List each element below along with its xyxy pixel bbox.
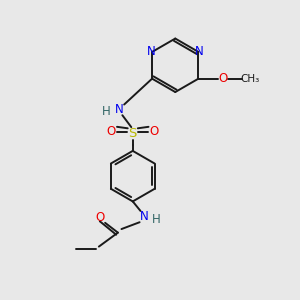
Text: O: O (95, 211, 105, 224)
Text: O: O (107, 125, 116, 138)
Text: O: O (218, 72, 228, 85)
Text: N: N (140, 210, 148, 223)
Text: N: N (114, 103, 123, 116)
Text: O: O (149, 125, 159, 138)
Text: N: N (195, 45, 203, 58)
Text: S: S (129, 127, 137, 140)
Text: H: H (102, 105, 111, 118)
Text: N: N (147, 45, 156, 58)
Text: H: H (152, 213, 161, 226)
Text: CH₃: CH₃ (240, 74, 259, 84)
